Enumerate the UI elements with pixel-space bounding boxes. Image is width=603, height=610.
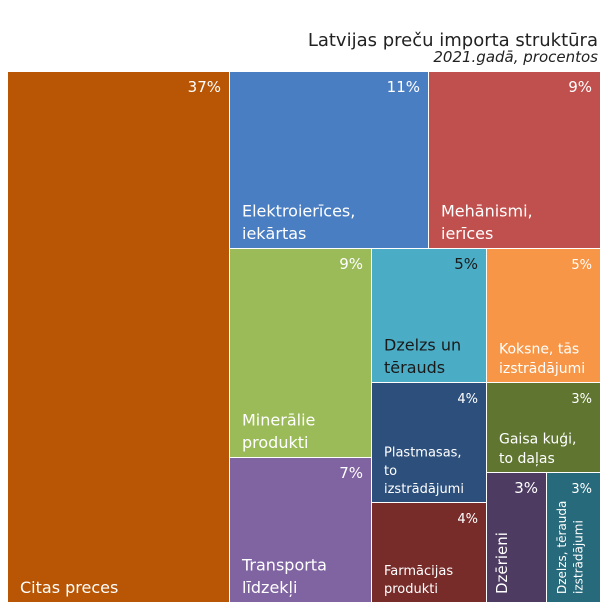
tile-label: Gaisa kuģi, to daļas: [499, 431, 576, 467]
tile: [372, 383, 486, 502]
tile: [487, 249, 600, 382]
tile-label: Elektroierīces, iekārtas: [242, 202, 355, 243]
tile-label: Mehānismi, ierīces: [441, 202, 533, 243]
tile-label: Plastmasas, to izstrādājumi: [384, 446, 464, 497]
tile-label: Dzērieni: [493, 532, 511, 594]
value-label: 3%: [571, 392, 592, 407]
tile: [372, 249, 486, 382]
value-label: 9%: [339, 255, 363, 273]
tile-label: Dzelzs un tērauds: [384, 336, 461, 377]
tile: [372, 503, 486, 602]
tile: [547, 473, 600, 602]
value-label: 3%: [514, 479, 538, 497]
tile-label: Minerālie produkti: [242, 411, 315, 452]
tile: [8, 72, 229, 602]
value-label: 3%: [571, 482, 592, 497]
chart-title: Latvijas preču importa struktūra: [308, 30, 598, 51]
value-label: 11%: [387, 78, 420, 96]
value-label: 9%: [568, 78, 592, 96]
chart-subtitle: 2021.gadā, procentos: [433, 48, 598, 66]
value-label: 5%: [571, 258, 592, 273]
value-label: 5%: [454, 255, 478, 273]
tile: [429, 72, 600, 248]
tile-label: Citas preces: [20, 578, 118, 597]
tile: [230, 72, 428, 248]
tile-label: Farmācijas produkti: [384, 564, 453, 597]
value-label: 4%: [457, 512, 478, 527]
tile: [487, 473, 546, 602]
value-label: 7%: [339, 464, 363, 482]
value-label: 4%: [457, 392, 478, 407]
tile: [487, 383, 600, 472]
value-label: 37%: [188, 78, 221, 96]
tile: [230, 458, 371, 602]
tile-label: Koksne, tās izstrādājumi: [499, 341, 585, 377]
tile-label: Transporta līdzekļi: [241, 556, 327, 597]
tile-label: Dzelzs, tērauda izstrādājumi: [555, 501, 586, 594]
tile: [230, 249, 371, 457]
